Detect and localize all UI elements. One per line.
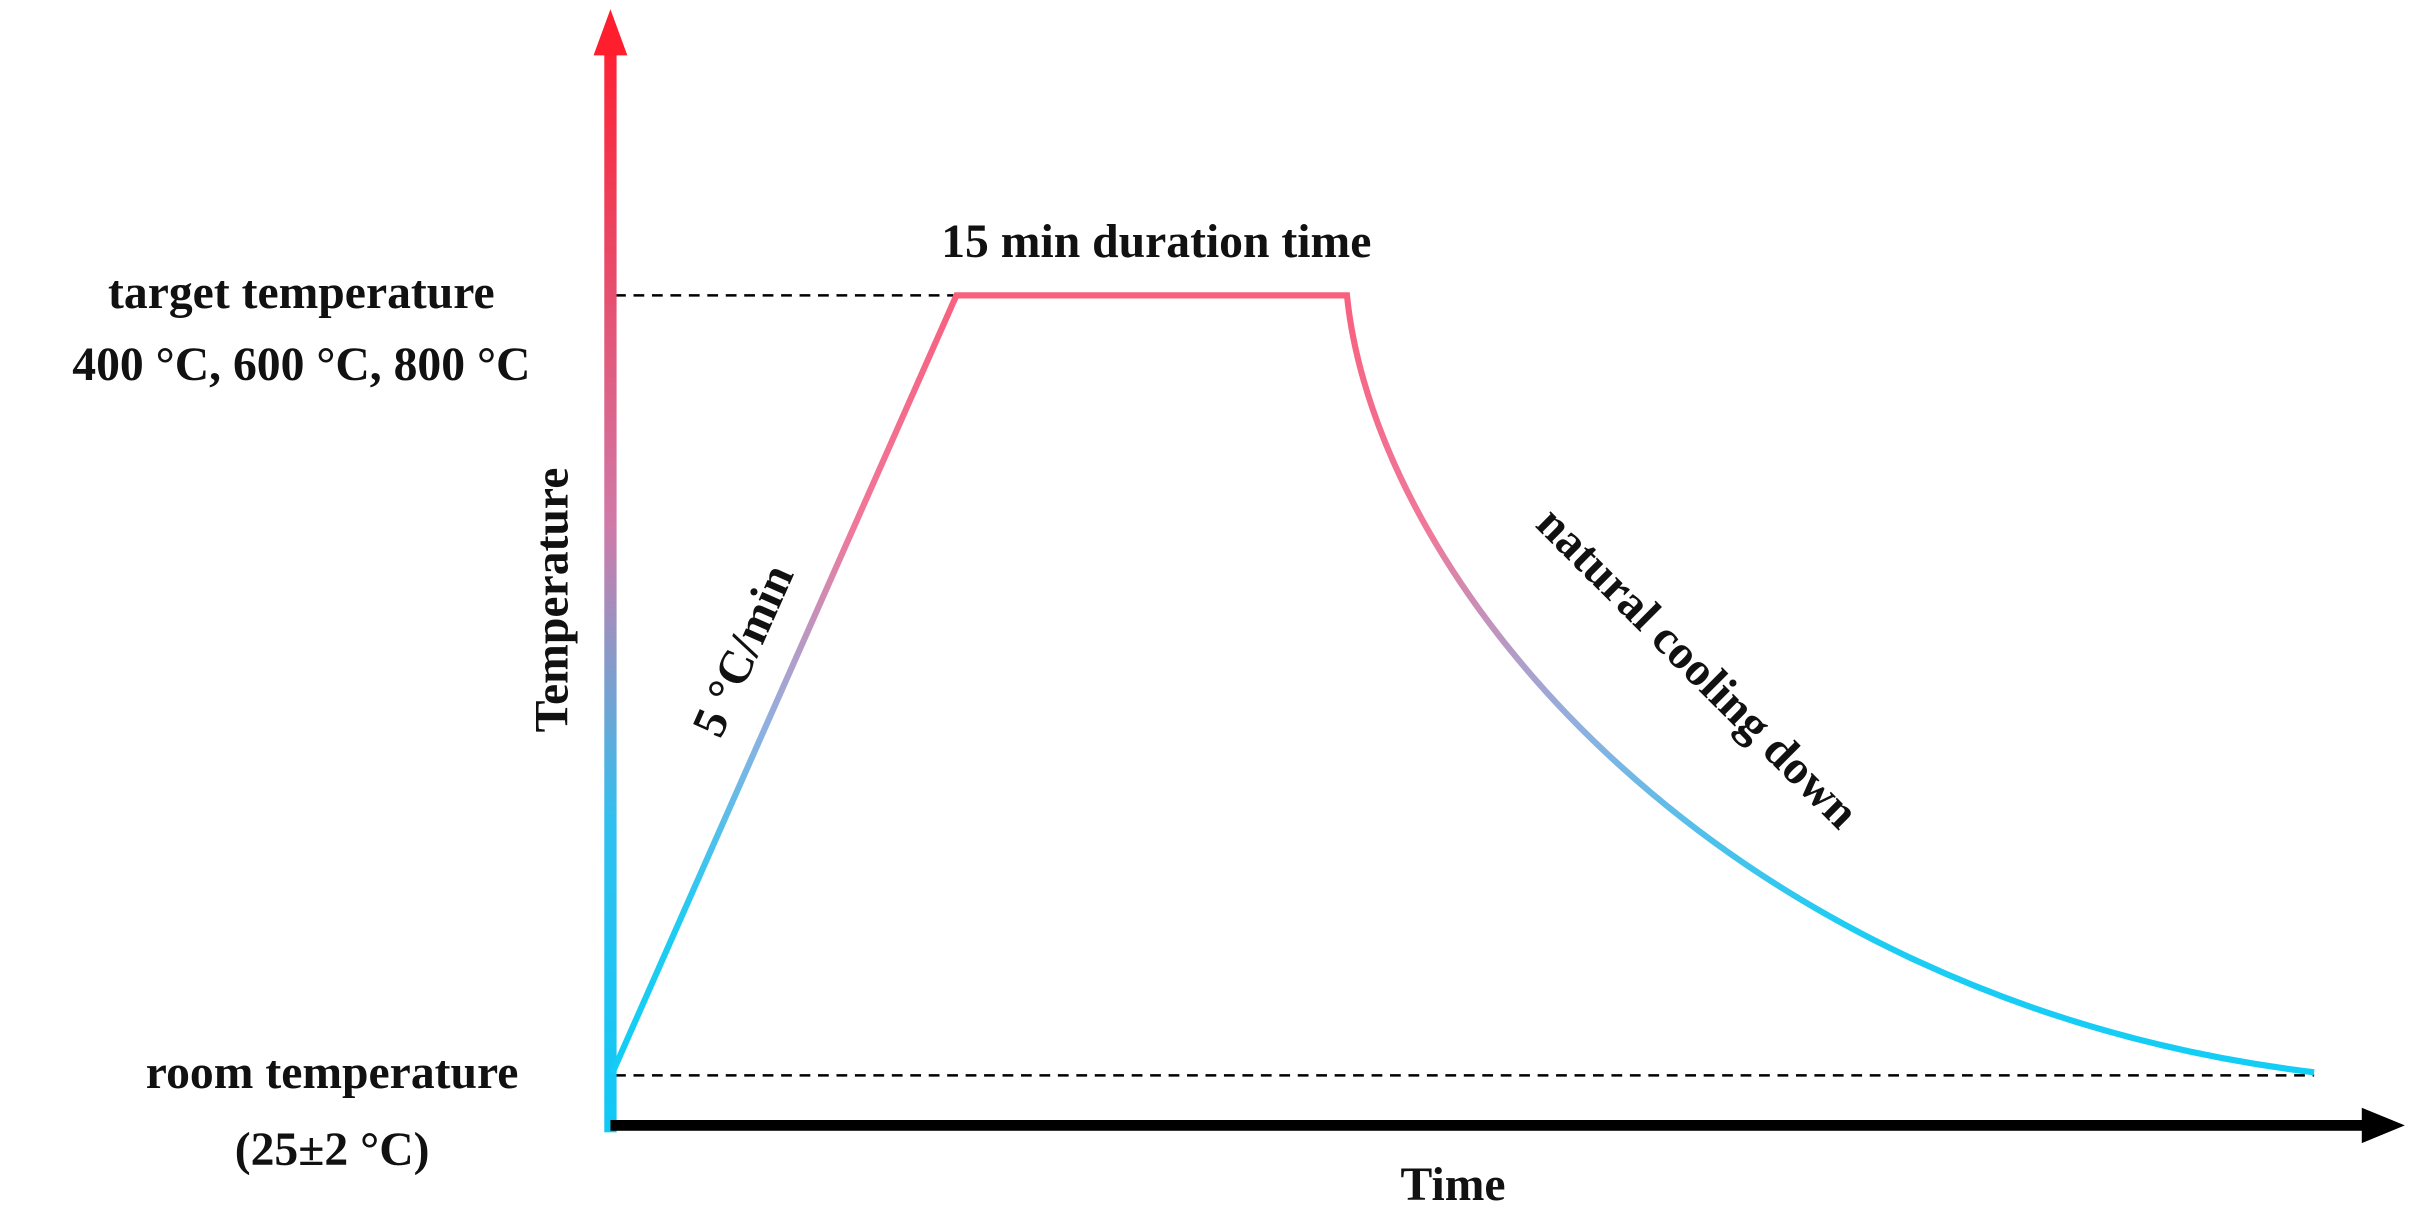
x-axis-label: Time: [1401, 1159, 1506, 1211]
y-axis-arrow: [593, 9, 628, 56]
x-axis-arrow: [2361, 1107, 2405, 1144]
heating-label: 5 °C/min: [683, 557, 804, 744]
target-label: target temperature: [108, 267, 495, 319]
x-axis: [610, 1120, 2372, 1131]
holding-label: 15 min duration time: [941, 216, 1371, 268]
cooling-label: natural cooling down: [1526, 497, 1868, 839]
y-axis-label: Temperature: [527, 468, 579, 733]
target-values: 400 °C, 600 °C, 800 °C: [72, 339, 530, 391]
room-value: (25±2 °C): [235, 1124, 430, 1176]
room-label: room temperature: [146, 1047, 519, 1099]
temperature-profile: [609, 292, 2315, 1076]
y-axis: [604, 52, 617, 1133]
